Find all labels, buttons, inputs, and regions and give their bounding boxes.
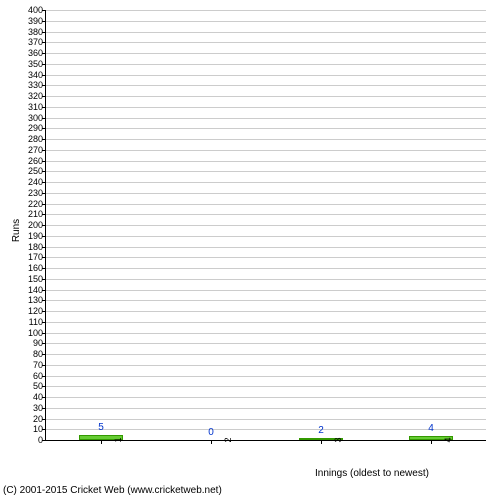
y-tick-mark [42, 193, 46, 194]
gridline [46, 386, 486, 387]
gridline [46, 64, 486, 65]
y-tick-mark [42, 10, 46, 11]
gridline [46, 311, 486, 312]
y-tick-mark [42, 214, 46, 215]
gridline [46, 171, 486, 172]
gridline [46, 10, 486, 11]
gridline [46, 214, 486, 215]
y-tick-mark [42, 268, 46, 269]
y-axis-label: Runs [11, 219, 22, 242]
bar-value-label: 2 [318, 425, 324, 436]
y-tick-mark [42, 21, 46, 22]
y-tick-mark [42, 75, 46, 76]
y-tick-mark [42, 171, 46, 172]
y-tick-mark [42, 386, 46, 387]
gridline [46, 182, 486, 183]
y-tick-mark [42, 343, 46, 344]
y-tick-mark [42, 408, 46, 409]
x-tick-mark [211, 440, 212, 444]
gridline [46, 75, 486, 76]
gridline [46, 139, 486, 140]
gridline [46, 257, 486, 258]
x-tick-label: 3 [321, 437, 343, 442]
plot-area: 0102030405060708090100110120130140150160… [45, 10, 486, 441]
y-tick-mark [42, 397, 46, 398]
y-tick-mark [42, 322, 46, 323]
gridline [46, 53, 486, 54]
gridline [46, 408, 486, 409]
y-tick-mark [42, 257, 46, 258]
gridline [46, 268, 486, 269]
y-tick-mark [42, 376, 46, 377]
gridline [46, 42, 486, 43]
gridline [46, 290, 486, 291]
gridline [46, 419, 486, 420]
gridline [46, 365, 486, 366]
gridline [46, 236, 486, 237]
chart-container: 0102030405060708090100110120130140150160… [0, 0, 500, 500]
gridline [46, 118, 486, 119]
y-tick-mark [42, 365, 46, 366]
gridline [46, 354, 486, 355]
y-tick-mark [42, 53, 46, 54]
y-tick-mark [42, 225, 46, 226]
x-tick-mark [321, 440, 322, 444]
gridline [46, 225, 486, 226]
y-tick-mark [42, 96, 46, 97]
gridline [46, 429, 486, 430]
y-tick-mark [42, 290, 46, 291]
bar-value-label: 0 [208, 427, 214, 438]
y-tick-mark [42, 300, 46, 301]
y-tick-mark [42, 161, 46, 162]
copyright-text: (C) 2001-2015 Cricket Web (www.cricketwe… [3, 485, 222, 496]
gridline [46, 247, 486, 248]
bar-value-label: 5 [98, 422, 104, 433]
y-tick-mark [42, 311, 46, 312]
gridline [46, 300, 486, 301]
gridline [46, 85, 486, 86]
y-tick-mark [42, 419, 46, 420]
x-tick-label: 1 [101, 437, 123, 442]
gridline [46, 322, 486, 323]
y-tick-mark [42, 236, 46, 237]
y-tick-mark [42, 64, 46, 65]
x-tick-mark [431, 440, 432, 444]
gridline [46, 204, 486, 205]
y-tick-mark [42, 247, 46, 248]
y-tick-mark [42, 429, 46, 430]
y-tick-mark [42, 333, 46, 334]
x-tick-label: 4 [431, 437, 453, 442]
x-axis-label: Innings (oldest to newest) [315, 468, 429, 479]
y-tick-mark [42, 204, 46, 205]
x-tick-mark [101, 440, 102, 444]
gridline [46, 21, 486, 22]
gridline [46, 343, 486, 344]
y-tick-mark [42, 279, 46, 280]
y-tick-mark [42, 42, 46, 43]
gridline [46, 96, 486, 97]
y-tick-mark [42, 139, 46, 140]
y-tick-mark [42, 107, 46, 108]
gridline [46, 107, 486, 108]
y-tick-mark [42, 150, 46, 151]
y-tick-mark [42, 85, 46, 86]
bar-value-label: 4 [428, 423, 434, 434]
gridline [46, 333, 486, 334]
gridline [46, 150, 486, 151]
gridline [46, 279, 486, 280]
y-tick-mark [42, 354, 46, 355]
y-tick-mark [42, 128, 46, 129]
gridline [46, 32, 486, 33]
gridline [46, 193, 486, 194]
y-tick-mark [42, 182, 46, 183]
gridline [46, 376, 486, 377]
x-tick-label: 2 [211, 437, 233, 442]
y-tick-mark [42, 118, 46, 119]
gridline [46, 161, 486, 162]
y-tick-mark [42, 440, 46, 441]
gridline [46, 397, 486, 398]
y-tick-mark [42, 32, 46, 33]
gridline [46, 128, 486, 129]
